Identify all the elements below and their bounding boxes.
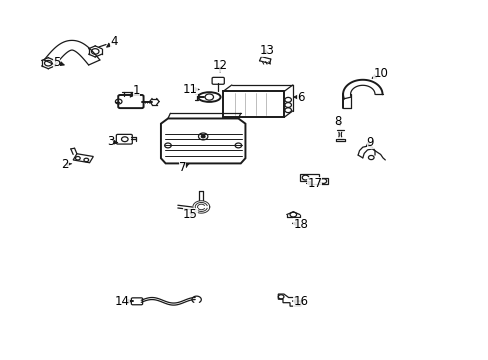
Circle shape	[201, 135, 204, 138]
Text: 3: 3	[107, 135, 118, 148]
Text: 17: 17	[306, 177, 322, 190]
Text: 7: 7	[179, 161, 188, 174]
Text: 9: 9	[366, 136, 373, 149]
FancyBboxPatch shape	[212, 77, 224, 84]
Text: 18: 18	[292, 218, 307, 231]
Bar	[223, 91, 284, 117]
FancyBboxPatch shape	[118, 95, 143, 108]
Polygon shape	[73, 154, 93, 163]
Text: 16: 16	[292, 295, 308, 308]
Polygon shape	[278, 294, 300, 306]
Polygon shape	[161, 118, 245, 163]
Text: 5: 5	[53, 56, 64, 69]
Text: 12: 12	[212, 59, 227, 72]
FancyBboxPatch shape	[116, 134, 132, 144]
Text: 14: 14	[115, 295, 132, 308]
Text: 1: 1	[130, 84, 140, 97]
Text: 2: 2	[61, 158, 72, 171]
Text: 13: 13	[259, 44, 274, 57]
Polygon shape	[299, 174, 327, 184]
Ellipse shape	[198, 92, 220, 102]
Text: 10: 10	[371, 67, 387, 80]
Text: 8: 8	[334, 116, 342, 129]
FancyBboxPatch shape	[131, 298, 142, 305]
Text: 6: 6	[293, 91, 304, 104]
Text: 15: 15	[183, 208, 198, 221]
Text: 4: 4	[106, 35, 118, 48]
Text: 11: 11	[183, 83, 199, 96]
